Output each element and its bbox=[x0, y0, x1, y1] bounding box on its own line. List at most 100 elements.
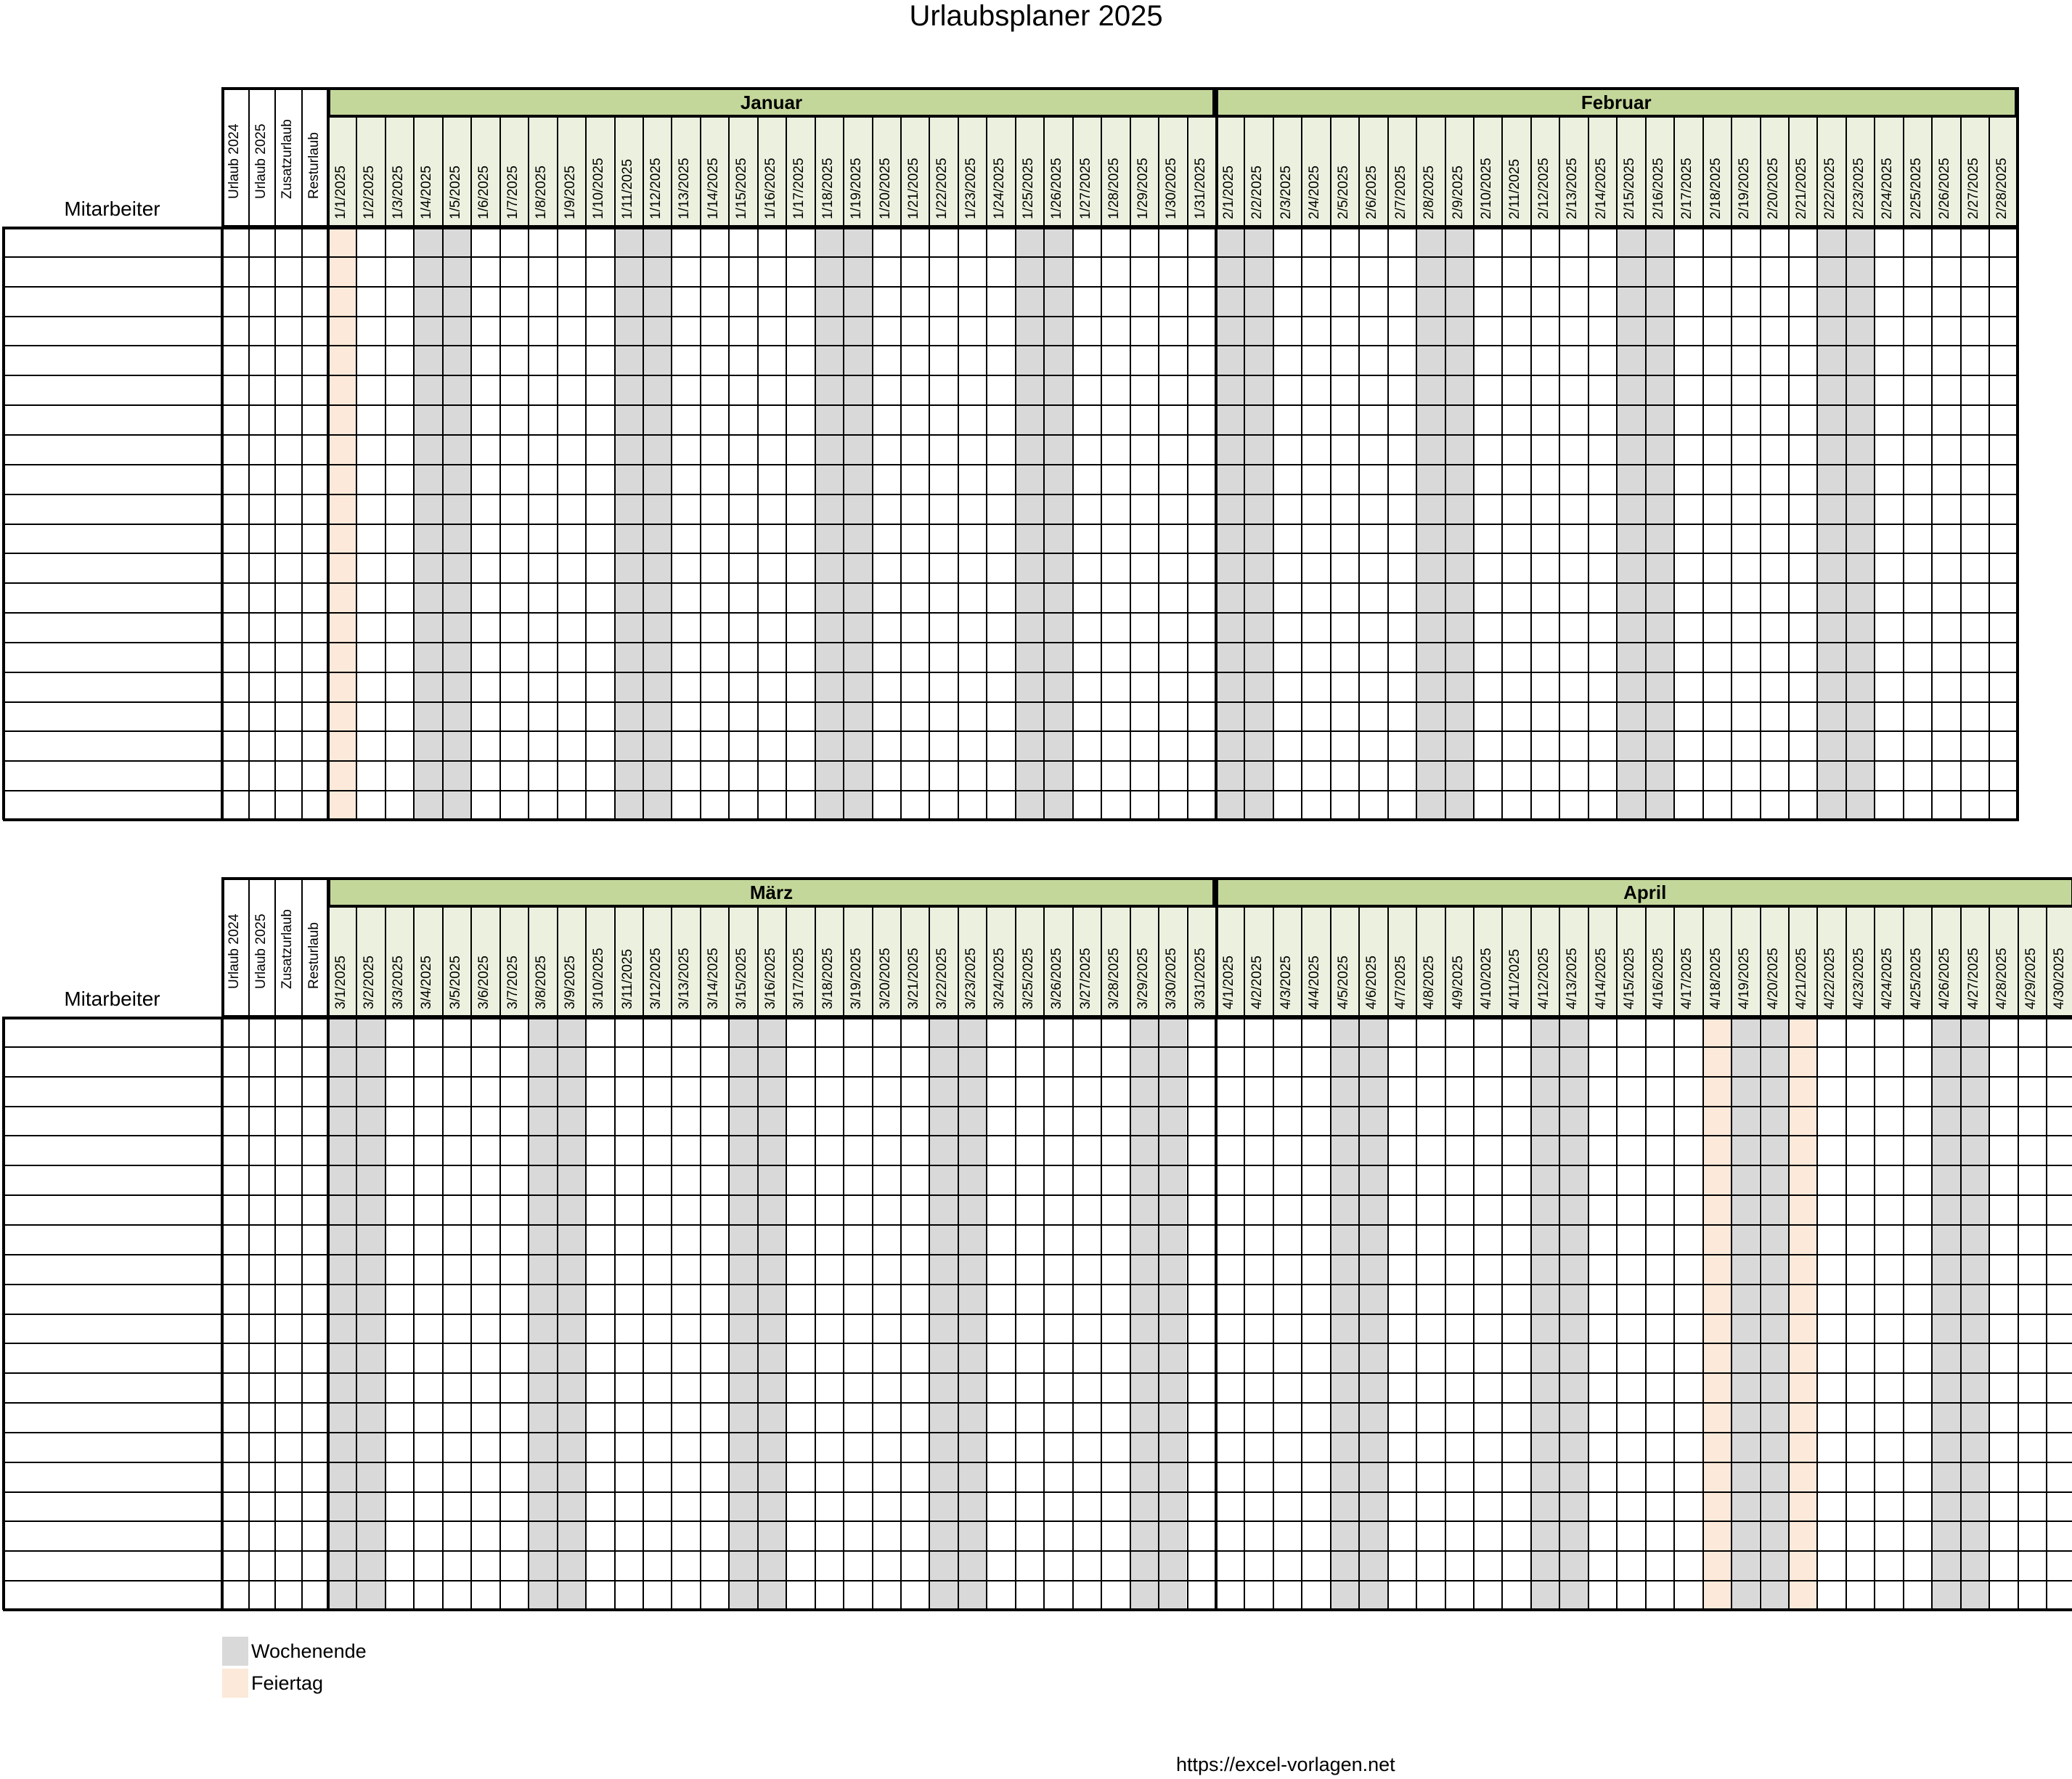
date-header-cell bbox=[1072, 118, 1101, 227]
grid-line bbox=[1530, 227, 1532, 820]
employee-row[interactable] bbox=[3, 790, 2018, 820]
employee-row[interactable] bbox=[3, 463, 2018, 494]
employee-row[interactable] bbox=[3, 256, 2018, 286]
grid-line bbox=[1416, 1017, 1418, 1610]
employee-row[interactable] bbox=[3, 1372, 2072, 1402]
employee-row[interactable] bbox=[3, 1075, 2072, 1106]
employee-row[interactable] bbox=[3, 553, 2018, 582]
extra-column-label: Resturlaub bbox=[306, 922, 322, 989]
month-label: Januar bbox=[740, 91, 803, 113]
grid-line bbox=[499, 1017, 501, 1610]
extra-column-label: Zusatzurlaub bbox=[280, 909, 295, 989]
employee-row[interactable] bbox=[3, 227, 2018, 256]
employee-row[interactable] bbox=[3, 612, 2018, 642]
employee-row[interactable] bbox=[3, 315, 2018, 346]
employee-row[interactable] bbox=[3, 433, 2018, 464]
date-header-cell bbox=[871, 908, 900, 1017]
grid-line bbox=[1644, 227, 1647, 820]
grid-line bbox=[1787, 1017, 1790, 1610]
employee-row[interactable] bbox=[3, 1253, 2072, 1284]
grid-line bbox=[1473, 227, 1475, 820]
employee-row[interactable] bbox=[3, 345, 2018, 375]
employee-row[interactable] bbox=[3, 1343, 2072, 1372]
grid-line bbox=[814, 1017, 816, 1610]
extra-column-header bbox=[301, 877, 327, 1017]
grid-line bbox=[1959, 1017, 1962, 1610]
employee-row[interactable] bbox=[3, 1313, 2072, 1343]
grid-line bbox=[221, 87, 224, 227]
date-label: 2/17/2025 bbox=[1679, 158, 1695, 219]
date-label: 3/13/2025 bbox=[677, 948, 693, 1009]
date-label: 4/30/2025 bbox=[2052, 948, 2067, 1009]
grid-line bbox=[1902, 227, 1904, 820]
employee-row[interactable] bbox=[3, 375, 2018, 404]
date-label: 2/4/2025 bbox=[1307, 166, 1323, 219]
date-label: 1/20/2025 bbox=[877, 158, 893, 219]
employee-row[interactable] bbox=[3, 1224, 2072, 1254]
employee-row[interactable] bbox=[3, 1580, 2072, 1610]
date-label: 3/3/2025 bbox=[390, 956, 406, 1009]
date-header-cell bbox=[1731, 908, 1760, 1017]
date-label: 1/22/2025 bbox=[934, 158, 950, 219]
date-header-cell bbox=[986, 908, 1015, 1017]
grid-line bbox=[470, 227, 473, 820]
date-header-cell bbox=[1902, 118, 1932, 227]
date-header-cell bbox=[1014, 908, 1044, 1017]
extra-column-label: Urlaub 2025 bbox=[253, 123, 269, 199]
employee-row[interactable] bbox=[3, 1402, 2072, 1432]
date-label: 4/22/2025 bbox=[1822, 948, 1838, 1009]
employee-row[interactable] bbox=[3, 582, 2018, 612]
date-label: 2/6/2025 bbox=[1364, 166, 1380, 219]
date-header-cell bbox=[1473, 118, 1502, 227]
employee-row[interactable] bbox=[3, 671, 2018, 701]
grid-line bbox=[929, 227, 931, 820]
date-label: 2/14/2025 bbox=[1593, 158, 1609, 219]
month-header bbox=[1215, 87, 2018, 118]
date-label: 2/3/2025 bbox=[1278, 166, 1294, 219]
grid-line bbox=[441, 227, 444, 820]
date-header-cell bbox=[1587, 908, 1617, 1017]
footer-link[interactable]: https://excel-vorlagen.net bbox=[1176, 1754, 1395, 1775]
grid-line bbox=[1072, 1017, 1074, 1610]
employee-row[interactable] bbox=[3, 1105, 2072, 1136]
date-label: 3/28/2025 bbox=[1106, 948, 1122, 1009]
date-label: 3/22/2025 bbox=[934, 948, 950, 1009]
date-label: 3/10/2025 bbox=[591, 948, 607, 1009]
employee-row[interactable] bbox=[3, 1194, 2072, 1224]
employee-row[interactable] bbox=[3, 1283, 2072, 1314]
date-header-cell bbox=[1759, 118, 1788, 227]
grid-line bbox=[528, 227, 530, 820]
grid-line bbox=[1673, 1017, 1676, 1610]
employee-row[interactable] bbox=[3, 1491, 2072, 1521]
employee-row[interactable] bbox=[3, 285, 2018, 316]
grid-line bbox=[1158, 227, 1160, 820]
employee-row[interactable] bbox=[3, 1521, 2072, 1550]
employee-row[interactable] bbox=[3, 493, 2018, 524]
employee-column-header: Mitarbeiter bbox=[64, 988, 160, 1010]
employee-row[interactable] bbox=[3, 1165, 2072, 1194]
grid-line bbox=[699, 227, 701, 820]
date-header-cell bbox=[441, 908, 471, 1017]
grid-line bbox=[613, 227, 616, 820]
employee-row[interactable] bbox=[3, 1046, 2072, 1076]
employee-row[interactable] bbox=[3, 404, 2018, 434]
grid-line bbox=[1731, 1017, 1733, 1610]
date-label: 2/15/2025 bbox=[1622, 158, 1638, 219]
employee-row[interactable] bbox=[3, 1461, 2072, 1491]
employee-row[interactable] bbox=[3, 1431, 2072, 1462]
employee-row[interactable] bbox=[3, 760, 2018, 790]
grid-line bbox=[413, 1017, 415, 1610]
date-header-cell bbox=[1301, 118, 1330, 227]
grid-line bbox=[1158, 1017, 1160, 1610]
extra-column-header bbox=[248, 87, 274, 227]
employee-row[interactable] bbox=[3, 730, 2018, 760]
employee-row[interactable] bbox=[3, 1135, 2072, 1165]
date-label: 4/7/2025 bbox=[1392, 956, 1408, 1009]
employee-row[interactable] bbox=[3, 523, 2018, 553]
employee-row[interactable] bbox=[3, 701, 2018, 731]
date-header-cell bbox=[1444, 118, 1473, 227]
employee-row[interactable] bbox=[3, 1550, 2072, 1580]
employee-row[interactable] bbox=[3, 1017, 2072, 1046]
employee-row[interactable] bbox=[3, 641, 2018, 672]
legend-swatch-holiday bbox=[222, 1669, 248, 1698]
